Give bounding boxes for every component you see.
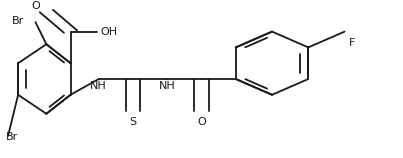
Text: Br: Br	[12, 15, 24, 26]
Text: NH: NH	[90, 81, 107, 91]
Text: O: O	[197, 117, 206, 127]
Text: F: F	[349, 38, 355, 48]
Text: O: O	[31, 1, 40, 11]
Text: Br: Br	[6, 132, 18, 143]
Text: S: S	[129, 117, 137, 127]
Text: OH: OH	[100, 27, 117, 37]
Text: NH: NH	[159, 81, 176, 91]
